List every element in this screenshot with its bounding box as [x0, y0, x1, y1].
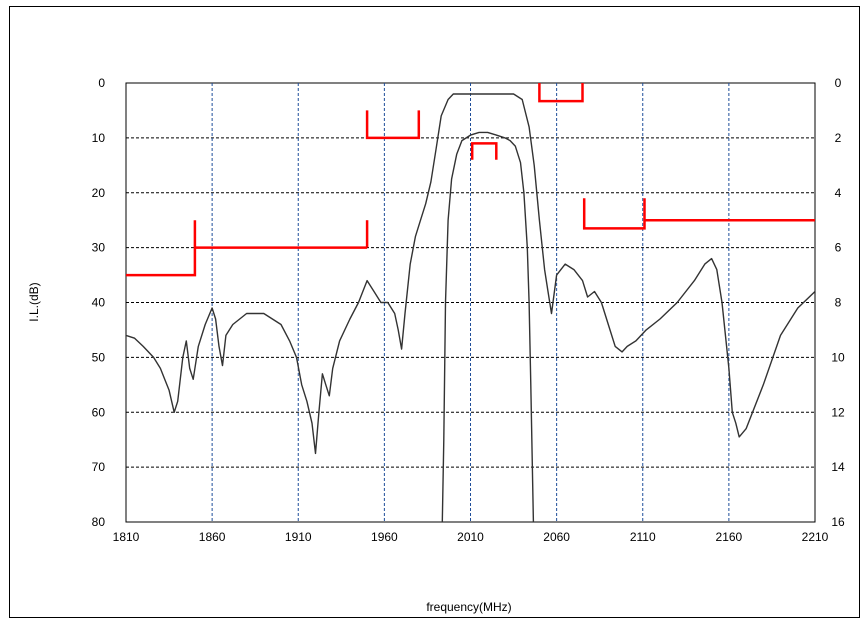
y2-tick-label: 8 [835, 296, 842, 310]
x-tick-label: 1960 [371, 530, 398, 544]
x-tick-label: 1810 [113, 530, 140, 544]
y2-tick-label: 2 [835, 131, 842, 145]
x-tick-label: 2160 [716, 530, 743, 544]
spec-line [582, 198, 646, 230]
y-tick-label: 40 [92, 296, 106, 310]
x-tick-labels: 1810 1860 1910 1960 2010 2060 2110 2160 2210 [113, 530, 829, 544]
y-tick-label: 30 [92, 241, 106, 255]
y-tick-label: 60 [92, 405, 106, 419]
spec-line [470, 142, 498, 160]
y-tick-label: 70 [92, 460, 106, 474]
passband-curve [441, 131, 535, 522]
spec-line [365, 110, 421, 140]
y-tick-label: 10 [92, 131, 106, 145]
y2-tick-labels: 0 2 4 6 8 10 12 14 16 [831, 76, 845, 529]
spec-masks [126, 83, 815, 277]
y-tick-label: 50 [92, 350, 106, 364]
y-tick-label: 80 [92, 515, 106, 529]
chart-frame [9, 6, 860, 618]
y2-tick-label: 4 [835, 186, 842, 200]
y2-tick-label: 16 [831, 515, 845, 529]
spec-line [538, 83, 584, 103]
x-tick-label: 1910 [285, 530, 312, 544]
y2-tick-label: 0 [835, 76, 842, 90]
y-tick-label: 20 [92, 186, 106, 200]
y2-tick-label: 10 [831, 350, 845, 364]
x-tick-label: 2060 [543, 530, 570, 544]
x-tick-label: 1860 [199, 530, 226, 544]
x-tick-label: 2110 [630, 530, 656, 544]
y-tick-label: 0 [98, 76, 105, 90]
grid-lines [125, 82, 816, 523]
wideband-curve [126, 93, 815, 455]
y2-tick-label: 14 [831, 460, 845, 474]
spec-line [126, 220, 197, 277]
data-curves [126, 93, 815, 522]
x-tick-label: 2210 [802, 530, 829, 544]
y2-tick-label: 12 [831, 405, 845, 419]
y2-tick-label: 6 [835, 241, 842, 255]
y-tick-labels: 0 10 20 30 40 50 60 70 80 [92, 76, 106, 529]
y-axis-label: I.L.(dB) [27, 282, 41, 321]
x-axis-label: frequency(MHz) [426, 600, 511, 614]
x-tick-label: 2010 [457, 530, 484, 544]
